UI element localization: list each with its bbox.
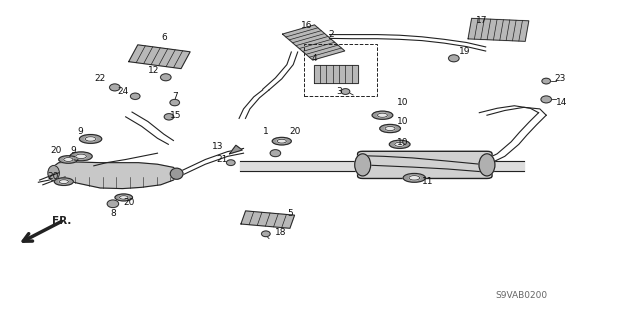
Text: 6: 6 <box>161 33 167 42</box>
Text: 12: 12 <box>148 66 159 76</box>
Polygon shape <box>241 211 294 228</box>
Ellipse shape <box>270 150 281 157</box>
Text: 20: 20 <box>124 198 135 207</box>
Polygon shape <box>230 145 243 154</box>
Ellipse shape <box>170 100 179 106</box>
Text: 17: 17 <box>476 16 488 25</box>
Ellipse shape <box>272 137 291 145</box>
FancyBboxPatch shape <box>358 151 492 178</box>
Text: 19: 19 <box>459 48 470 56</box>
Ellipse shape <box>109 84 120 91</box>
Ellipse shape <box>161 74 171 81</box>
Polygon shape <box>129 45 190 69</box>
Text: 10: 10 <box>396 98 408 107</box>
Text: 2: 2 <box>329 30 334 39</box>
Ellipse shape <box>227 160 235 166</box>
Ellipse shape <box>48 166 60 181</box>
Text: 15: 15 <box>170 111 182 120</box>
Ellipse shape <box>355 154 371 176</box>
Ellipse shape <box>403 174 426 182</box>
Text: 21: 21 <box>216 155 228 164</box>
Text: 7: 7 <box>172 92 178 101</box>
Ellipse shape <box>378 113 387 117</box>
Polygon shape <box>314 65 358 83</box>
Text: 14: 14 <box>556 98 567 107</box>
Ellipse shape <box>277 139 286 143</box>
Ellipse shape <box>372 111 393 119</box>
Ellipse shape <box>120 196 128 199</box>
Ellipse shape <box>262 231 270 237</box>
Text: 24: 24 <box>118 87 129 96</box>
Text: 5: 5 <box>287 209 292 218</box>
Ellipse shape <box>395 142 404 146</box>
Ellipse shape <box>59 156 78 163</box>
Text: 20: 20 <box>51 145 62 154</box>
Ellipse shape <box>409 176 420 180</box>
Ellipse shape <box>115 194 132 201</box>
Ellipse shape <box>385 126 395 130</box>
Ellipse shape <box>54 178 74 185</box>
Text: 10: 10 <box>396 137 408 147</box>
Ellipse shape <box>542 78 550 84</box>
Polygon shape <box>49 162 180 189</box>
Ellipse shape <box>380 124 401 133</box>
Ellipse shape <box>479 154 495 176</box>
Ellipse shape <box>541 96 552 103</box>
Ellipse shape <box>170 168 183 179</box>
Text: 20: 20 <box>289 127 301 136</box>
Text: FR.: FR. <box>52 216 72 226</box>
Text: 16: 16 <box>301 21 312 30</box>
Ellipse shape <box>64 158 73 161</box>
Text: 3: 3 <box>336 87 342 96</box>
Ellipse shape <box>85 137 96 141</box>
Ellipse shape <box>389 140 410 148</box>
Text: 13: 13 <box>212 142 223 151</box>
Ellipse shape <box>107 200 118 208</box>
Polygon shape <box>282 25 345 60</box>
Bar <box>304 44 378 96</box>
Text: 18: 18 <box>275 228 287 237</box>
Ellipse shape <box>449 55 459 62</box>
Polygon shape <box>241 161 524 171</box>
Polygon shape <box>468 19 529 41</box>
Ellipse shape <box>341 89 350 94</box>
Ellipse shape <box>76 154 86 159</box>
Text: 9: 9 <box>77 127 83 136</box>
Text: S9VAB0200: S9VAB0200 <box>495 291 547 300</box>
Text: 20: 20 <box>47 172 59 182</box>
Text: 1: 1 <box>263 127 269 136</box>
Ellipse shape <box>164 114 173 120</box>
Ellipse shape <box>79 135 102 143</box>
Text: 4: 4 <box>311 54 317 63</box>
Text: 9: 9 <box>71 145 77 154</box>
Text: 11: 11 <box>422 177 433 186</box>
Text: 8: 8 <box>110 209 116 218</box>
Text: 22: 22 <box>95 74 106 83</box>
Ellipse shape <box>60 180 68 183</box>
Ellipse shape <box>70 152 92 161</box>
Ellipse shape <box>131 93 140 100</box>
Text: 23: 23 <box>554 74 566 83</box>
Text: 10: 10 <box>396 117 408 126</box>
